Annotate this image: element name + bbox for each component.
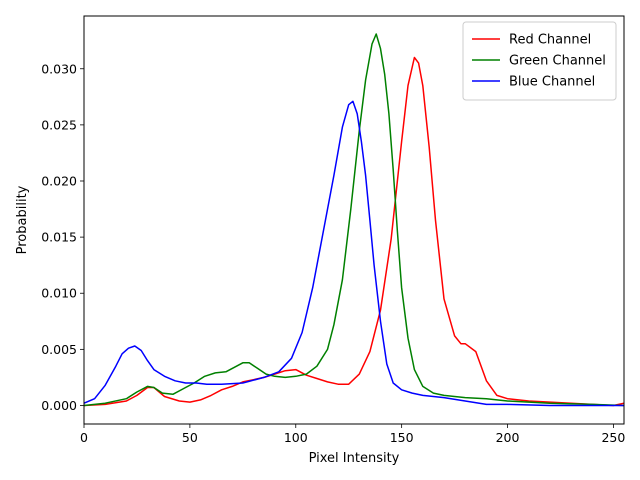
y-tick-label: 0.005 [41,342,77,357]
x-axis-label: Pixel Intensity [309,451,400,466]
legend-label: Green Channel [509,54,606,69]
axes-frame [83,15,625,425]
x-tick-label: 0 [80,430,88,445]
series-line-2 [83,33,625,407]
legend: Red Channel Green Channel Blue Channel [462,21,617,101]
y-tick-label: 0.010 [41,286,77,301]
plot-lines [83,33,625,407]
y-tick-label: 0.000 [41,398,77,413]
y-tick-label: 0.015 [41,230,77,245]
x-tick-label: 200 [496,430,520,445]
legend-label: Red Channel [509,33,591,48]
y-tick-label: 0.025 [41,117,77,132]
x-axis-ticks: 0 50 100 150 200 250 [80,424,625,445]
series-line-3 [83,100,624,407]
x-tick-label: 150 [390,430,414,445]
x-tick-label: 100 [284,430,308,445]
series-line-1 [83,56,625,407]
y-axis-ticks: 0.000 0.005 0.010 0.015 0.020 0.025 0.030 [41,61,84,413]
y-tick-label: 0.020 [41,173,77,188]
y-axis-label: Probability [15,185,30,254]
y-tick-label: 0.030 [41,61,77,76]
legend-label: Blue Channel [509,75,595,90]
x-tick-label: 250 [601,430,625,445]
x-tick-label: 50 [182,430,198,445]
legend-box [462,21,617,101]
